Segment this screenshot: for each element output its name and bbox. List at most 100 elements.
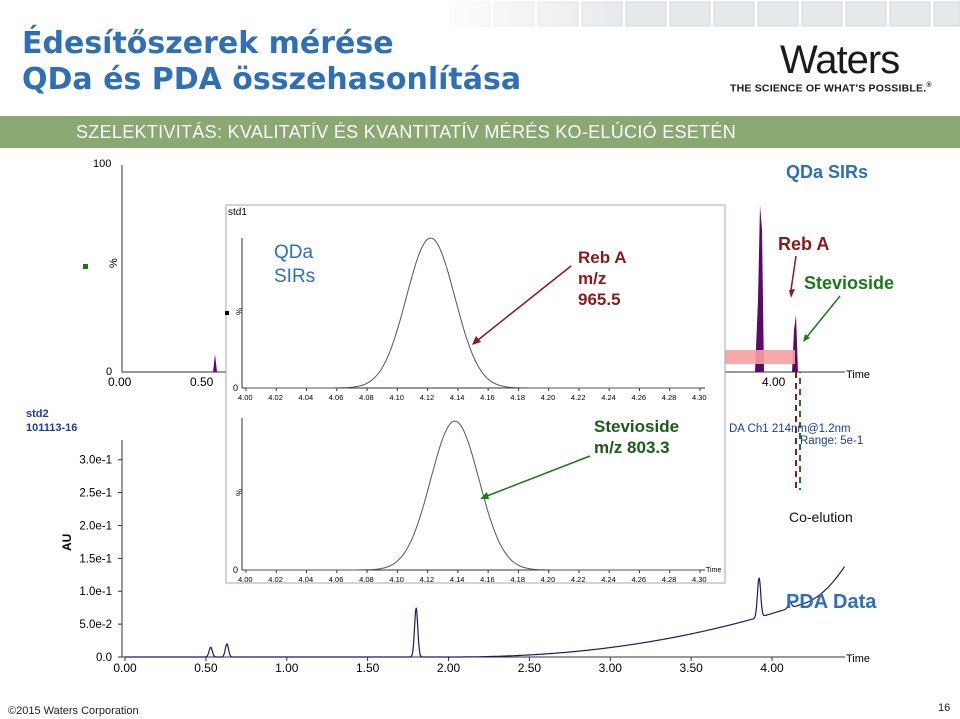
pda-xtick-label: 1.50	[356, 661, 380, 675]
footer-copyright: ©2015 Waters Corporation	[8, 705, 139, 717]
inset-xtick-label: 4.12	[420, 393, 435, 402]
inset2-ytick-0: 0	[233, 565, 238, 575]
reb-a-right-label: Reb A	[778, 234, 829, 254]
reb-a-inset-label-2: m/z	[578, 269, 606, 288]
inset2-stevioside-peak	[246, 420, 700, 571]
inset-xtick-label: 4.14	[450, 575, 465, 584]
inset-xtick-label: 4.00	[238, 575, 253, 584]
banner-bar	[0, 116, 960, 148]
banner-text: SZELEKTIVITÁS: KVALITATÍV ÉS KVANTITATÍV…	[76, 122, 737, 142]
inset-xtick-label: 4.16	[480, 393, 495, 402]
inset-xtick-label: 4.04	[299, 393, 314, 402]
inset-xtick-label: 4.12	[420, 575, 435, 584]
inset-xtick-label: 4.02	[268, 393, 283, 402]
std2-id: 101113-16	[26, 422, 77, 434]
pda-xtick-label: 2.50	[518, 661, 542, 675]
inset1-ylabel: %	[235, 308, 244, 315]
top-xtick-050: 0.50	[190, 375, 214, 389]
page-title: Édesítőszerek mérése QDa és PDA összehas…	[22, 26, 521, 98]
pda-xtick-label: 3.50	[679, 661, 703, 675]
inset-xtick-label: 4.22	[571, 575, 586, 584]
inset-xtick-label: 4.08	[359, 575, 374, 584]
inset-xtick-label: 4.24	[601, 575, 616, 584]
inset-xtick-label: 4.20	[541, 393, 556, 402]
inset-xtick-label: 4.10	[389, 575, 404, 584]
inset-xtick-label: 4.10	[389, 393, 404, 402]
inset-xtick-label: 4.30	[692, 575, 707, 584]
pda-xtick-label: 0.00	[113, 661, 137, 675]
inset-xtick-label: 4.30	[692, 393, 707, 402]
inset1-ytick-0: 0	[233, 383, 238, 393]
pda-data-label: PDA Data	[786, 591, 877, 613]
inset1-reb-a-peak	[246, 237, 700, 389]
inset1-x-ticks: 4.00 4.02 4.04 4.06 4.08 4.10 4.12 4.14 4.16 4.18…	[238, 388, 707, 402]
inset-sirs-label: SIRs	[274, 266, 315, 287]
top-ytick-0: 0	[106, 366, 112, 378]
inset-xtick-label: 4.22	[571, 393, 586, 402]
reb-a-inset-arrow	[477, 265, 572, 341]
top-xtick-0: 0.00	[108, 375, 132, 389]
inset-xtick-label: 4.06	[329, 393, 344, 402]
top-peak-early	[213, 354, 217, 372]
inset-xtick-label: 4.24	[601, 393, 616, 402]
reb-a-right-arrowhead	[789, 289, 795, 298]
page-title-line2: QDa és PDA összehasonlítása	[22, 62, 522, 97]
pda-ylabel: AU	[60, 534, 74, 551]
inset-xtick-label: 4.18	[510, 575, 525, 584]
stevioside-right-arrowhead	[803, 334, 810, 342]
top-ylabel: %	[108, 258, 120, 268]
coelution-label: Co-elution	[789, 509, 853, 525]
reb-a-inset-arrowhead	[472, 336, 481, 345]
inset-xtick-label: 4.00	[238, 393, 253, 402]
top-xtick-400: 4.00	[762, 375, 786, 389]
inset-xtick-label: 4.28	[662, 393, 677, 402]
stevioside-inset-label-2: m/z 803.3	[594, 438, 670, 457]
page-number: 16	[938, 702, 951, 714]
top-ytick-100: 100	[93, 158, 111, 170]
pda-chart: std2 101113-16 DA Ch1 214nm@1.2nm Range:…	[26, 408, 877, 675]
pda-ytick-label: 2.0e-1	[79, 520, 112, 532]
pda-xtick-label: 2.00	[437, 661, 461, 675]
inset-xtick-label: 4.28	[662, 575, 677, 584]
inset-qda-label: QDa	[274, 242, 314, 263]
decorative-header-strip	[430, 0, 960, 36]
pda-ytick-label: 5.0e-2	[79, 619, 112, 631]
inset2-ylabel: %	[235, 489, 244, 496]
reb-a-inset-label-3: 965.5	[578, 290, 621, 309]
inset2-time-label: Time	[706, 567, 721, 574]
inset-xtick-label: 4.16	[480, 575, 495, 584]
top-peak-reb-a	[755, 205, 764, 372]
pda-ytick-label: 0.0	[96, 652, 112, 664]
pda-ytick-label: 1.5e-1	[79, 553, 112, 565]
inset-panel: std1 0 % 4.00 4.02 4.04 4.06 4.08 4.10 4.12 4.1…	[225, 204, 726, 584]
qda-sirs-top-label: QDa SIRs	[786, 162, 868, 182]
stevioside-inset-arrowhead	[480, 492, 489, 499]
pda-x-ticks: 0.00 0.50 1.00 1.50 2.00 2.50 3.00 3.50 4.00	[113, 657, 784, 675]
pda-ytick-label: 1.0e-1	[79, 586, 112, 598]
pda-xtick-label: 1.00	[275, 661, 299, 675]
inset-frame	[225, 204, 726, 584]
inset-xtick-label: 4.18	[510, 393, 525, 402]
inset-xtick-label: 4.26	[631, 393, 646, 402]
pda-xtick-label: 3.00	[599, 661, 623, 675]
pda-series-line	[125, 566, 845, 658]
inset-xtick-label: 4.20	[541, 575, 556, 584]
pda-xtick-label: 0.50	[194, 661, 218, 675]
inset2-x-ticks: 4.00 4.02 4.04 4.06 4.08 4.10 4.12 4.14 4.16 4.18…	[238, 570, 707, 584]
pda-ytick-label: 2.5e-1	[79, 488, 112, 500]
inset-marker	[225, 311, 229, 315]
inset-xtick-label: 4.26	[631, 575, 646, 584]
pda-range-label: Range: 5e-1	[800, 435, 863, 447]
top-time-label: Time	[846, 369, 870, 381]
page-title-line1: Édesítőszerek mérése	[22, 26, 394, 61]
stevioside-right-arrow	[805, 295, 841, 339]
pda-xtick-label: 4.00	[760, 661, 784, 675]
pda-time-label: Time	[846, 653, 870, 665]
inset-xtick-label: 4.14	[450, 393, 465, 402]
chart-area: 100 0 % 0.00 0.50 4.00 Time QDa SIRs Reb…	[26, 158, 894, 675]
reb-a-inset-label-1: Reb A	[578, 248, 627, 267]
reb-a-right-arrow	[790, 255, 797, 291]
pda-channel-label: DA Ch1 214nm@1.2nm	[729, 423, 851, 435]
pda-y-ticks: 0.0 5.0e-2 1.0e-1 1.5e-1 2.0e-1 2.5e-1 3.0e-1	[79, 455, 122, 664]
stevioside-inset-arrow	[486, 455, 591, 497]
